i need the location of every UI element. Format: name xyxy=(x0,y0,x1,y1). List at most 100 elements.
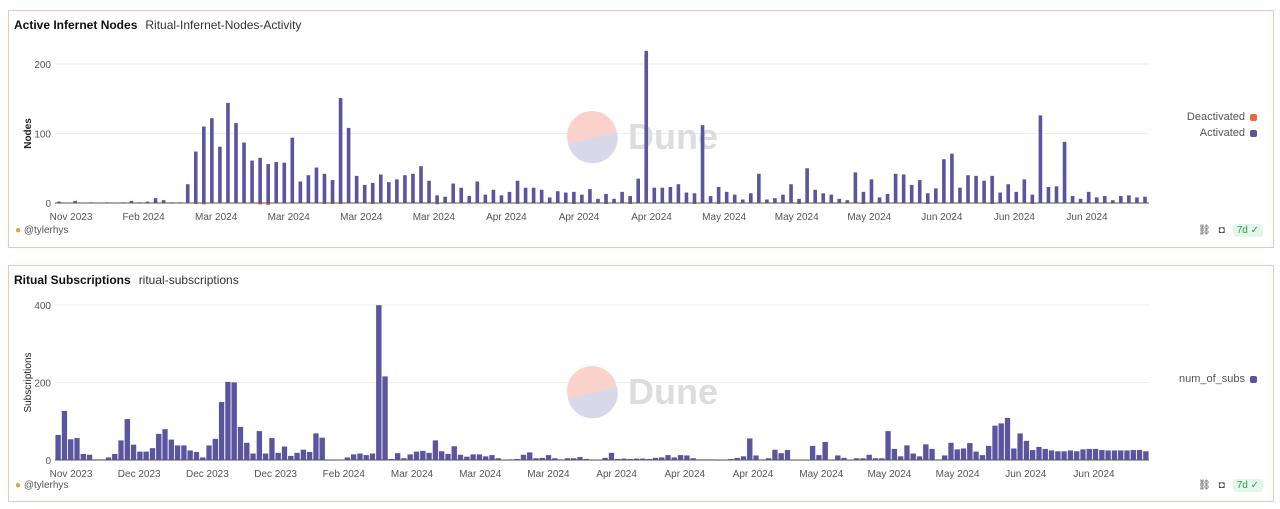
bar xyxy=(1119,196,1123,203)
chart-panel-subscriptions: Ritual Subscriptions ritual-subscriptions… xyxy=(8,265,1274,502)
bar xyxy=(572,191,576,203)
bar xyxy=(620,191,624,203)
bar xyxy=(443,196,447,203)
legend-item-num-of-subs[interactable]: num_of_subs xyxy=(1179,371,1257,387)
bar xyxy=(1105,450,1112,461)
author[interactable]: ● @tylerhys xyxy=(15,480,68,491)
camera-icon[interactable]: ◘ xyxy=(1218,480,1225,491)
bar xyxy=(300,449,307,461)
link-icon[interactable]: ⛓ xyxy=(1197,225,1211,236)
bar xyxy=(677,454,684,461)
bar xyxy=(644,50,649,203)
bar xyxy=(531,187,536,203)
bar xyxy=(274,161,279,203)
dune-logo-icon xyxy=(568,387,618,419)
x-tick-label: Apr 2024 xyxy=(665,469,706,480)
bar xyxy=(407,454,414,461)
check-icon: ✓ xyxy=(1250,225,1259,236)
bar xyxy=(1086,191,1091,203)
bar xyxy=(942,159,946,203)
bar xyxy=(526,452,533,461)
x-tick-label: May 2024 xyxy=(847,212,891,223)
bar xyxy=(929,448,936,461)
bar xyxy=(636,178,641,203)
bar xyxy=(475,181,480,203)
refresh-label: 7d xyxy=(1236,480,1248,491)
bar xyxy=(149,447,156,461)
x-tick-label: May 2024 xyxy=(867,469,911,480)
bar xyxy=(370,182,375,203)
bar xyxy=(1136,449,1143,461)
bar xyxy=(1038,115,1043,203)
y-tick-label: 0 xyxy=(45,199,51,210)
bar xyxy=(451,183,455,203)
bar xyxy=(346,127,351,203)
refresh-badge[interactable]: 7d ✓ xyxy=(1232,479,1263,492)
bar xyxy=(784,449,791,461)
bar xyxy=(438,450,445,461)
bar xyxy=(1017,433,1024,461)
bar xyxy=(1029,449,1036,461)
bar xyxy=(266,164,270,203)
author[interactable]: ● @tylerhys xyxy=(15,225,68,236)
x-tick-label: Mar 2024 xyxy=(340,212,383,223)
bar xyxy=(411,173,415,203)
x-tick-label: Dec 2023 xyxy=(118,469,161,480)
bar xyxy=(684,192,689,203)
x-tick-label: Jun 2024 xyxy=(921,212,963,223)
bar xyxy=(515,180,520,203)
camera-icon[interactable]: ◘ xyxy=(1218,225,1225,236)
bar xyxy=(298,181,303,203)
bar xyxy=(732,194,737,203)
bar xyxy=(861,191,866,203)
bar xyxy=(853,172,858,203)
bar xyxy=(1004,417,1011,461)
bar xyxy=(1111,450,1118,461)
legend-item-activated[interactable]: Activated xyxy=(1187,125,1257,141)
bar xyxy=(218,401,225,461)
y-axis-title: Nodes xyxy=(23,118,34,149)
bar xyxy=(266,203,270,206)
bar xyxy=(1127,195,1131,203)
bar xyxy=(168,439,175,461)
bar xyxy=(306,175,311,203)
bar xyxy=(821,193,826,203)
bar xyxy=(966,442,973,461)
bar xyxy=(539,189,544,203)
bar xyxy=(805,168,809,203)
bar xyxy=(991,425,998,461)
bar xyxy=(80,453,87,461)
bar xyxy=(118,440,124,461)
bar xyxy=(1143,196,1147,203)
bar xyxy=(628,196,632,203)
bar xyxy=(676,184,681,203)
bar xyxy=(563,192,568,203)
bar xyxy=(419,450,426,461)
bar xyxy=(520,454,527,461)
bar xyxy=(1048,450,1055,461)
bar xyxy=(499,195,504,203)
x-tick-label: Mar 2024 xyxy=(195,212,238,223)
bar xyxy=(262,453,269,461)
bar xyxy=(73,200,77,203)
bar xyxy=(463,456,470,461)
legend-item-deactivated[interactable]: Deactivated xyxy=(1187,109,1257,125)
bar xyxy=(773,198,777,203)
bar xyxy=(281,446,288,461)
bar xyxy=(129,200,134,203)
bar xyxy=(451,445,458,461)
bar xyxy=(282,162,287,203)
bar xyxy=(256,430,263,461)
link-icon[interactable]: ⛓ xyxy=(1197,480,1211,491)
bar xyxy=(61,410,68,461)
bar xyxy=(1142,450,1149,461)
x-tick-label: May 2024 xyxy=(702,212,746,223)
refresh-badge[interactable]: 7d ✓ xyxy=(1232,224,1263,237)
bar xyxy=(482,455,489,461)
bar xyxy=(210,118,214,203)
bar xyxy=(958,187,962,203)
bar xyxy=(1073,450,1080,461)
bar xyxy=(966,175,970,203)
bar xyxy=(202,203,206,205)
bar xyxy=(378,174,383,203)
